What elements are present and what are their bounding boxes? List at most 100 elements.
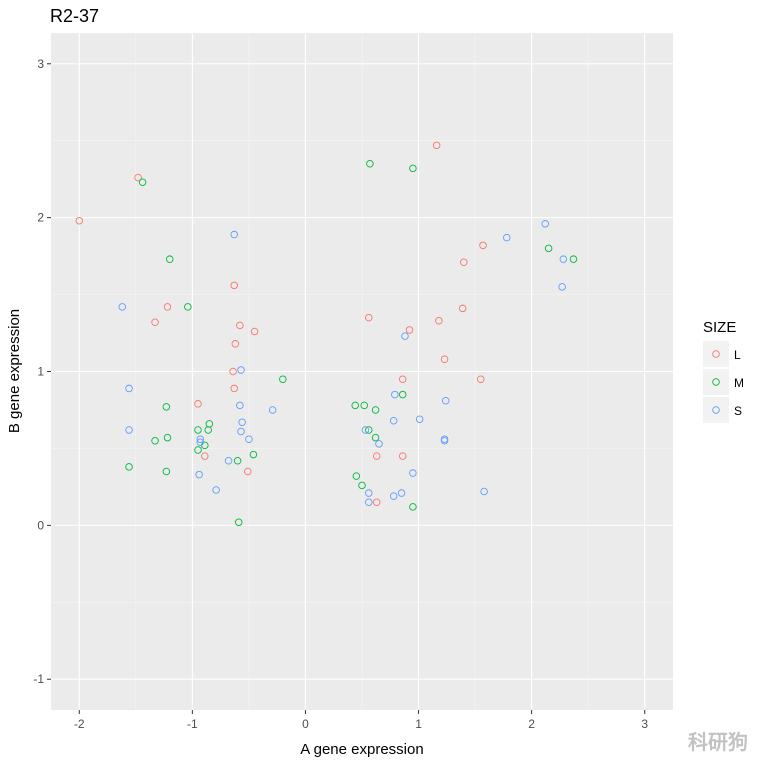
point-L (194, 400, 202, 408)
legend-key (703, 341, 729, 367)
chart-title: R2-37 (50, 6, 99, 26)
point-L (372, 452, 381, 460)
point-S (375, 440, 383, 448)
legend: SIZE LMS (703, 319, 744, 423)
point-M (371, 406, 380, 414)
point-L (435, 316, 443, 325)
point-S (365, 498, 373, 507)
point-L (372, 498, 381, 507)
point-S (224, 456, 233, 465)
point-L (440, 355, 449, 363)
point-S (245, 435, 253, 443)
point-S (237, 427, 245, 436)
point-L (244, 467, 252, 476)
y-tick-label: 0 (37, 518, 44, 532)
legend-label-L: L (734, 348, 741, 362)
point-M (249, 450, 258, 459)
legend-label-M: M (734, 376, 744, 390)
y-tick-label: 3 (37, 57, 44, 71)
point-S (268, 406, 277, 414)
point-M (184, 303, 192, 311)
point-S (196, 435, 205, 443)
point-S (389, 416, 398, 425)
point-M (279, 375, 287, 383)
legend-key (703, 369, 729, 395)
point-L (398, 375, 407, 383)
point-S (361, 426, 370, 434)
point-L (230, 281, 238, 290)
point-S (125, 426, 133, 434)
point-S (230, 230, 238, 239)
point-L (479, 241, 487, 250)
x-axis-title: A gene expression (300, 741, 423, 758)
point-S (397, 489, 406, 497)
point-S (125, 384, 133, 393)
y-tick-label: 1 (37, 365, 44, 379)
point-S (237, 366, 245, 374)
point-M (162, 467, 171, 476)
point-S (559, 255, 568, 263)
point-M (352, 472, 361, 480)
point-L (250, 327, 259, 336)
y-tick-label: 2 (37, 211, 44, 225)
point-L (405, 326, 414, 334)
point-S (212, 486, 220, 494)
point-M (371, 433, 380, 442)
point-L (75, 216, 84, 225)
point-M (358, 481, 366, 490)
x-tick-label: 2 (528, 717, 535, 731)
point-M (194, 426, 202, 434)
point-M (365, 426, 373, 434)
point-L (236, 321, 244, 330)
y-axis-title: B gene expression (6, 309, 23, 433)
point-L (163, 303, 172, 311)
point-M (569, 255, 578, 263)
point-S (401, 332, 409, 340)
x-tick-label: -2 (74, 717, 85, 731)
legend-swatch-S (712, 406, 720, 414)
x-tick-label: 1 (415, 717, 422, 731)
point-S (389, 492, 398, 500)
point-M (204, 426, 212, 434)
point-L (231, 340, 240, 348)
point-M (398, 390, 407, 399)
point-L (398, 452, 407, 460)
point-S (415, 415, 424, 423)
point-L (230, 384, 238, 393)
y-axis: -1 0 1 2 3 (33, 57, 51, 686)
point-L (365, 313, 373, 322)
point-M (125, 463, 133, 471)
watermark-logo: 科研狗 (688, 730, 748, 754)
point-S (480, 487, 488, 496)
y-tick-label: -1 (33, 672, 44, 686)
point-M (163, 433, 172, 442)
point-M (234, 518, 243, 527)
point-L (134, 173, 142, 182)
point-S (118, 303, 126, 311)
x-tick-label: -1 (187, 717, 198, 731)
point-S (409, 469, 417, 477)
point-M (351, 401, 359, 410)
x-tick-label: 0 (302, 717, 309, 731)
point-M (233, 456, 242, 465)
point-S (440, 436, 449, 445)
point-L (151, 318, 159, 327)
legend-key (703, 397, 729, 423)
point-L (229, 367, 237, 376)
x-axis: -2 -1 0 1 2 3 (74, 710, 648, 731)
legend-title: SIZE (703, 319, 736, 336)
point-S (541, 220, 549, 228)
point-S (195, 470, 203, 479)
point-M (544, 244, 553, 253)
point-L (458, 304, 467, 313)
point-M (151, 436, 159, 445)
data-points (75, 141, 578, 527)
point-S (441, 396, 450, 405)
point-S (391, 390, 399, 399)
point-L (460, 258, 468, 267)
point-M (360, 401, 369, 410)
point-L (432, 141, 441, 150)
legend-swatch-L (712, 350, 720, 358)
point-S (558, 283, 566, 291)
